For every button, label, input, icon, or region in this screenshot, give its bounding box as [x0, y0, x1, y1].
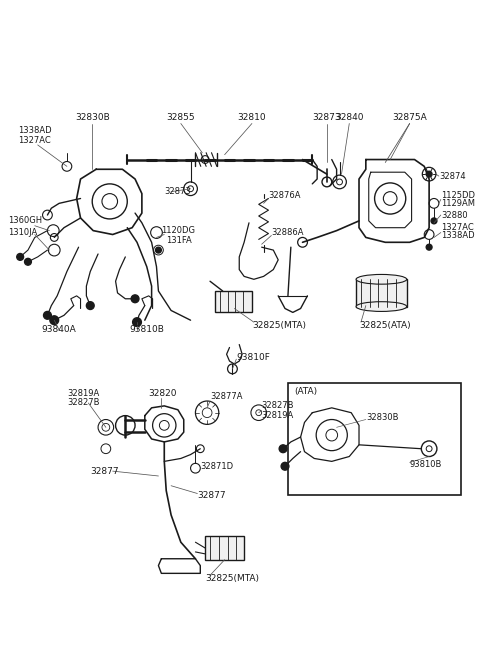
Text: 1125DD: 1125DD [441, 191, 475, 200]
Circle shape [156, 247, 161, 253]
Text: 32840: 32840 [335, 113, 363, 122]
Circle shape [426, 244, 432, 250]
Text: 32819A: 32819A [262, 411, 294, 420]
Bar [205, 536, 244, 560]
Text: 32876A: 32876A [268, 191, 301, 200]
Text: 93810B: 93810B [129, 326, 164, 335]
Text: 32875A: 32875A [392, 113, 427, 122]
Text: 1129AM: 1129AM [441, 199, 475, 208]
Circle shape [281, 462, 289, 470]
Text: 32830B: 32830B [366, 413, 398, 422]
Text: 32820: 32820 [149, 388, 177, 398]
Text: 32886A: 32886A [271, 228, 304, 237]
Text: 32810: 32810 [238, 113, 266, 122]
Circle shape [431, 218, 437, 224]
Bar [288, 383, 461, 495]
Text: 93810B: 93810B [409, 460, 442, 469]
Circle shape [50, 316, 59, 325]
Text: 32880: 32880 [441, 210, 468, 219]
Text: 1360GH: 1360GH [9, 216, 43, 225]
Text: 32830B: 32830B [75, 113, 109, 122]
Text: 32873: 32873 [164, 187, 191, 196]
Bar [215, 291, 252, 312]
Ellipse shape [356, 274, 407, 284]
Text: 32825(MTA): 32825(MTA) [205, 574, 259, 583]
Text: 1338AD: 1338AD [441, 231, 474, 240]
Text: 32877: 32877 [90, 466, 119, 476]
Text: 1310JA: 1310JA [9, 228, 38, 237]
Text: 93840A: 93840A [42, 326, 76, 335]
Text: 32819A: 32819A [67, 388, 99, 398]
Text: 1338AD: 1338AD [18, 126, 52, 135]
Text: 32874: 32874 [439, 172, 466, 181]
Text: 32855: 32855 [167, 113, 195, 122]
Text: 32825(ATA): 32825(ATA) [359, 320, 410, 329]
Text: 32877A: 32877A [210, 392, 242, 401]
Circle shape [86, 302, 94, 309]
Text: 93810F: 93810F [236, 352, 270, 362]
Ellipse shape [356, 302, 407, 311]
Circle shape [17, 253, 24, 260]
Circle shape [279, 445, 287, 453]
Text: 1327AC: 1327AC [441, 223, 474, 232]
Text: (ATA): (ATA) [295, 386, 318, 396]
Circle shape [131, 295, 139, 303]
Circle shape [44, 311, 51, 319]
Text: 1120DG: 1120DG [161, 226, 195, 235]
Text: 32871D: 32871D [200, 462, 233, 471]
Text: 32877: 32877 [197, 491, 226, 500]
Text: 1327AC: 1327AC [18, 136, 51, 145]
Bar [356, 279, 407, 307]
Text: 32873: 32873 [312, 113, 341, 122]
Text: 32827B: 32827B [262, 402, 294, 411]
Circle shape [132, 318, 142, 327]
Circle shape [426, 171, 432, 177]
Text: 32825(MTA): 32825(MTA) [252, 320, 306, 329]
Text: 32827B: 32827B [67, 398, 99, 407]
Text: 131FA: 131FA [166, 236, 192, 245]
Circle shape [24, 258, 31, 265]
